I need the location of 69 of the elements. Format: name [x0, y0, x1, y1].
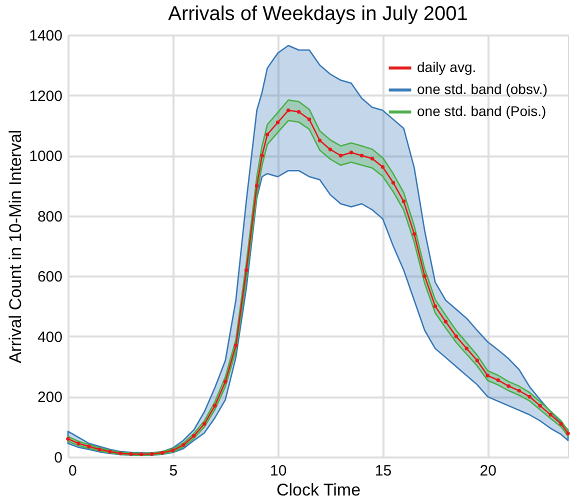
y-tick-label: 800 — [37, 208, 62, 226]
legend-label: one std. band (obsv.) — [417, 81, 548, 97]
point — [496, 378, 500, 382]
point — [349, 150, 354, 154]
legend-label: daily avg. — [417, 59, 476, 75]
point — [260, 154, 264, 158]
point — [328, 148, 332, 152]
y-tick-label: 1000 — [29, 148, 62, 166]
point — [444, 320, 448, 324]
x-tick-label: 0 — [68, 462, 77, 480]
point — [307, 118, 312, 122]
point — [223, 380, 228, 384]
point — [296, 110, 301, 114]
point — [402, 200, 406, 204]
point — [380, 165, 385, 169]
point — [118, 452, 122, 456]
point — [234, 344, 238, 348]
point — [160, 450, 164, 455]
point — [360, 154, 364, 158]
point — [391, 180, 396, 185]
point — [265, 132, 270, 136]
point — [517, 388, 521, 393]
point — [192, 434, 196, 438]
y-tick-label: 600 — [37, 268, 62, 286]
point — [454, 334, 458, 338]
point — [182, 443, 186, 447]
point — [528, 394, 532, 399]
point — [538, 404, 542, 408]
point — [422, 274, 427, 278]
point — [475, 358, 480, 362]
point — [566, 432, 570, 436]
point — [276, 120, 280, 124]
y-tick-label: 400 — [37, 328, 62, 346]
point — [370, 156, 374, 160]
legend-label: one std. band (Pois.) — [417, 103, 546, 119]
x-tick-label: 20 — [480, 462, 496, 480]
y-tick-label: 200 — [37, 389, 62, 406]
point — [338, 154, 343, 158]
x-tick-label: 10 — [270, 462, 287, 480]
point — [213, 404, 217, 408]
x-tick-label: 15 — [374, 462, 392, 480]
y-tick-label: 1200 — [29, 88, 62, 105]
y-axis-title: Arrival Count in 10-Min Interval — [6, 130, 26, 364]
point — [318, 138, 322, 142]
point — [76, 442, 80, 446]
point — [98, 448, 102, 452]
y-tick-label: 1400 — [29, 28, 62, 44]
point — [286, 108, 290, 112]
point — [202, 422, 206, 426]
point — [464, 346, 469, 350]
point — [129, 452, 133, 456]
point — [548, 412, 552, 417]
point — [150, 452, 154, 456]
point — [87, 444, 91, 448]
point — [108, 450, 112, 454]
x-tick-label: 5 — [169, 462, 178, 480]
x-axis-title: Clock Time — [276, 480, 361, 500]
point — [433, 304, 438, 308]
chart-title: Arrivals of Weekdays in July 2001 — [168, 3, 468, 25]
point — [486, 374, 490, 378]
point — [254, 184, 259, 188]
point — [140, 452, 144, 456]
y-tick-label: 0 — [54, 450, 62, 466]
point — [66, 437, 70, 441]
point — [244, 268, 248, 272]
point — [506, 384, 510, 388]
point — [412, 232, 416, 236]
point — [171, 448, 175, 452]
point — [559, 422, 563, 426]
